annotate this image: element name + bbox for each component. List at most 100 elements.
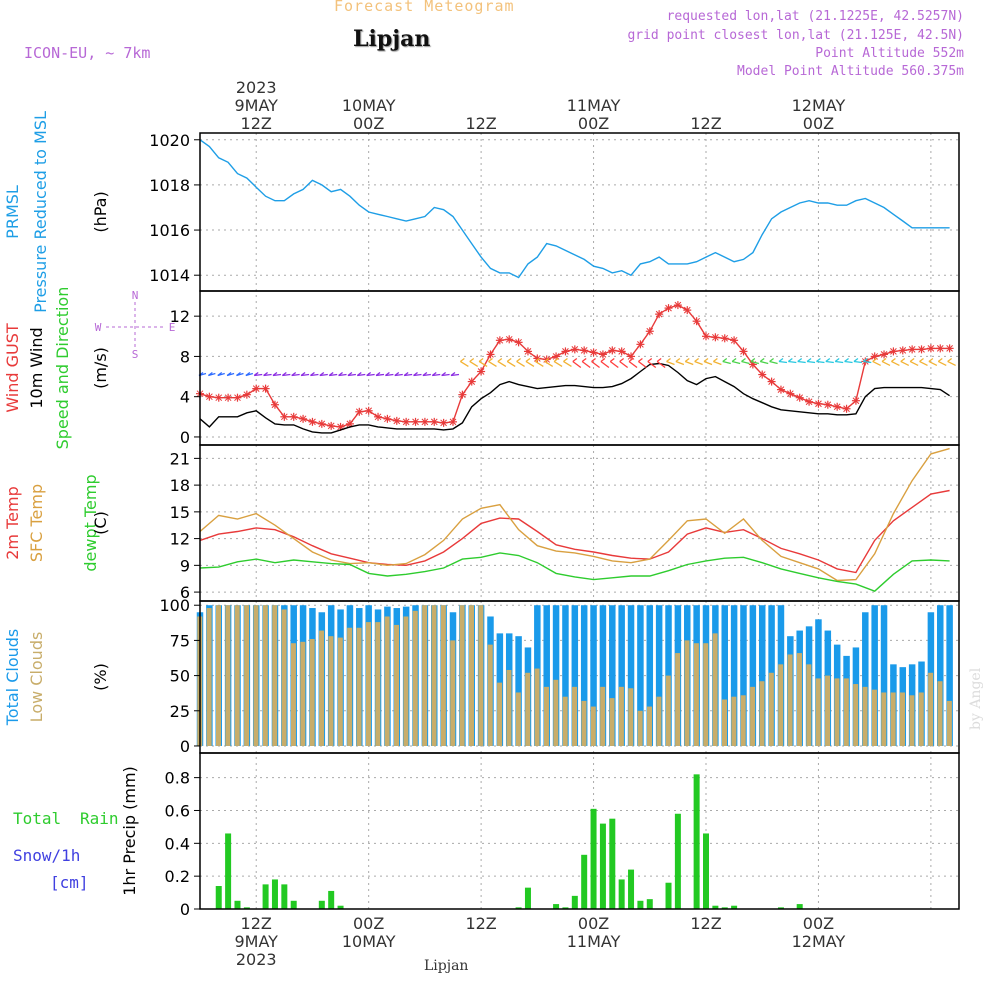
rain-bar (637, 900, 644, 909)
precip-snow-label: Snow/1h (13, 846, 80, 865)
low-clouds-bar (497, 682, 503, 746)
low-clouds-bar (675, 653, 681, 746)
wind-arrow (366, 371, 375, 377)
rain-bar (581, 854, 588, 909)
total-clouds-bar (862, 612, 869, 746)
wind-arrow (217, 371, 225, 377)
gust-line-marker (561, 347, 570, 356)
wind-ytick-label: 8 (180, 347, 190, 366)
gust-line-marker (683, 306, 692, 315)
gust-line-marker (552, 352, 561, 361)
temperature-ytick-label: 9 (180, 556, 190, 575)
low-clouds-bar (506, 669, 512, 746)
gust-line-marker (458, 390, 467, 399)
low-clouds-bar (459, 605, 465, 746)
gust-line-marker (392, 416, 401, 425)
low-clouds-bar (721, 699, 727, 746)
wind-arrow (319, 371, 328, 377)
low-clouds-bar (628, 688, 634, 746)
low-clouds-bar (328, 636, 334, 746)
gust-line-marker (214, 393, 223, 402)
precip-panel-frame (199, 752, 960, 910)
clouds-ytick-label: 25 (170, 702, 190, 721)
compass-south: S (132, 348, 139, 361)
gust-line-marker (805, 397, 814, 406)
gust-line-marker (374, 412, 383, 421)
total-clouds-bar (571, 605, 579, 746)
gust-line-marker (898, 346, 907, 355)
wind-arrow (263, 371, 272, 377)
pressure-panel-frame (199, 132, 960, 292)
bottom-time-label: 12Z (241, 914, 272, 933)
top-time-label: 9MAY (234, 96, 278, 115)
bottom-time-label: 00Z (578, 914, 609, 933)
total-clouds-bar (543, 605, 550, 746)
pressure-ytick-label: 1018 (149, 176, 190, 195)
wind-arrow (544, 357, 554, 368)
wind-arrow (356, 371, 366, 377)
rain-bar (290, 900, 297, 909)
wind-line (199, 362, 950, 434)
rain-bar (337, 905, 344, 909)
chart-title: Forecast Meteogram (334, 0, 515, 15)
precip-ytick-label: 0.8 (165, 769, 190, 788)
total-clouds-bar (562, 605, 569, 746)
low-clouds-bar (225, 605, 231, 746)
wind-arrow (609, 357, 619, 368)
wind-label: (m/s) (91, 347, 110, 389)
gust-line-marker (486, 350, 495, 359)
top-time-label: 2023 (236, 78, 277, 97)
model-altitude: Model Point Altitude 560.375m (737, 64, 964, 79)
rain-bar (234, 900, 241, 909)
low-clouds-bar (543, 686, 549, 746)
gust-line-marker (355, 407, 364, 416)
gust-line-marker (477, 367, 486, 376)
wind-arrow (703, 357, 713, 366)
temperature-label: (C) (91, 511, 110, 535)
total-clouds-bar (740, 605, 747, 746)
gust-line-marker (495, 336, 504, 345)
low-clouds-bar (750, 686, 756, 746)
wind-arrow (431, 371, 441, 377)
clouds-label: Total Clouds (3, 629, 22, 727)
low-clouds-bar (422, 605, 428, 746)
precip-ytick-label: 0 (180, 900, 190, 919)
rain-bar (243, 907, 250, 909)
precip-total-label: Total (13, 809, 61, 828)
bottom-time-label: 9MAY (234, 932, 278, 951)
wind-arrow (666, 357, 675, 366)
total-clouds-bar (515, 636, 522, 746)
gust-line-marker (786, 389, 795, 398)
low-clouds-bar (215, 605, 221, 746)
wind-arrow (394, 371, 403, 377)
rain-bar (665, 882, 672, 909)
compass-west: W (95, 321, 102, 334)
gust-line-marker (280, 412, 289, 421)
gust-line-marker (449, 417, 457, 426)
gust-line-marker (327, 421, 336, 430)
low-clouds-bar (740, 695, 746, 746)
wind-arrow (347, 371, 357, 377)
gust-line-marker (411, 417, 420, 426)
wind-arrow (816, 357, 825, 364)
rain-bar (271, 879, 278, 909)
wind-arrow (516, 357, 525, 368)
bottom-time-label: 10MAY (342, 932, 396, 951)
top-time-label: 00Z (353, 114, 384, 133)
low-clouds-bar (394, 624, 400, 746)
total-clouds-bar (730, 605, 738, 746)
clouds-ytick-label: 100 (159, 596, 190, 615)
gust-line-marker (598, 350, 607, 359)
wind-arrow (207, 371, 216, 377)
low-clouds-bar (637, 710, 643, 746)
wind-arrow (403, 371, 413, 377)
wind-arrow (900, 357, 910, 367)
low-clouds-bar (487, 644, 493, 746)
low-clouds-bar (909, 695, 915, 746)
low-clouds-bar (253, 605, 259, 746)
low-clouds-bar (693, 643, 699, 746)
total-clouds-bar (599, 605, 607, 746)
wind-arrow (750, 357, 760, 365)
gust-line-marker (645, 327, 654, 336)
